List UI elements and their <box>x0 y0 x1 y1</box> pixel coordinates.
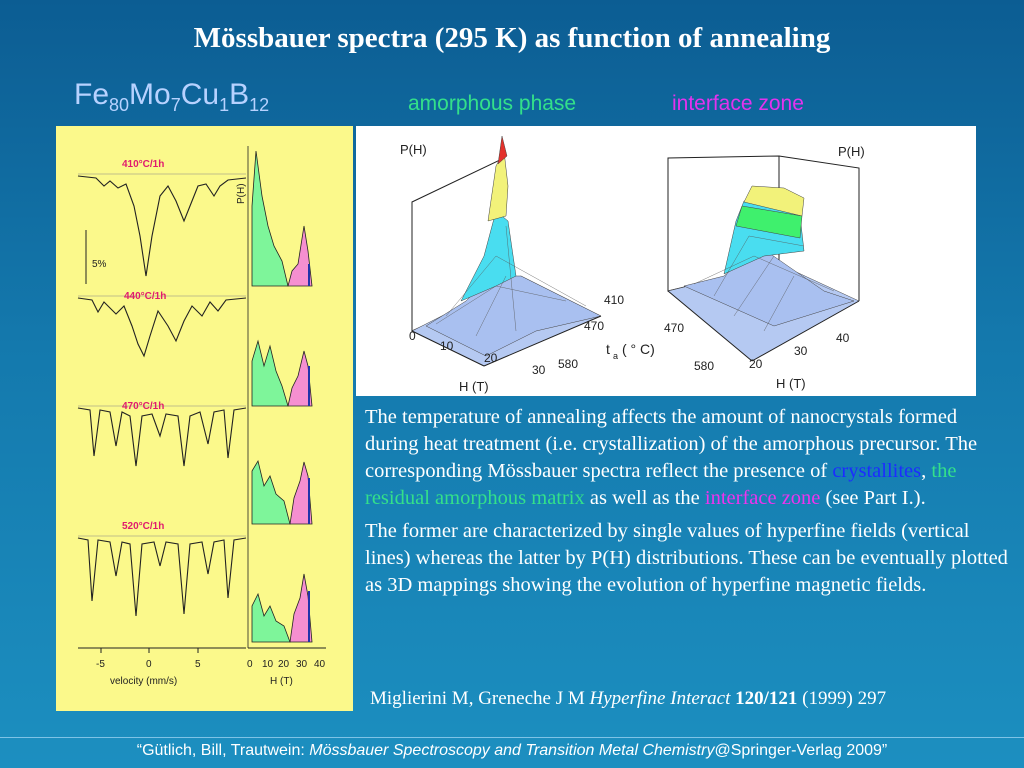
ph-distribution-440 <box>251 339 313 407</box>
h-tick-30: 30 <box>794 344 808 358</box>
slide-title: Mössbauer spectra (295 K) as function of… <box>193 22 831 54</box>
velocity-tick-5: 5 <box>195 659 201 670</box>
footer-divider <box>0 737 1024 738</box>
spectra-figure: 5% 410°C/1h 440°C/1h 470°C/1h 520°C/1h -… <box>77 146 326 687</box>
spectrum-410 <box>77 175 247 277</box>
h-tick-20: 20 <box>278 659 290 670</box>
amorphous-surface-peak <box>487 150 509 222</box>
reference: Miglierini M, Greneche J M Hyperfine Int… <box>370 688 887 709</box>
velocity-tick-m5: -5 <box>96 659 105 670</box>
spectra-panel: 5% 410°C/1h 440°C/1h 470°C/1h 520°C/1h -… <box>56 126 353 711</box>
svg-text:a: a <box>613 351 618 361</box>
body-text: The temperature of annealing affects the… <box>365 404 1013 605</box>
body-paragraph-1: The temperature of annealing affects the… <box>365 406 978 509</box>
h-axis-label: H (T) <box>776 376 806 391</box>
h-tick-20: 20 <box>749 357 763 371</box>
amorphous-phase-label: amorphous phase <box>408 92 577 115</box>
h-tick-30: 30 <box>296 659 308 670</box>
svg-text:( ° C): ( ° C) <box>622 341 655 357</box>
velocity-axis-label: velocity (mm/s) <box>110 676 177 687</box>
body-paragraph-2: The former are characterized by single v… <box>365 520 1008 596</box>
alloy-formula: Fe80Mo7Cu1B12 <box>74 78 270 115</box>
interface-zone-label: interface zone <box>672 92 804 115</box>
h-tick-40: 40 <box>314 659 326 670</box>
ta-tick-580: 580 <box>694 359 714 373</box>
interface-zone-highlight: interface zone <box>704 487 821 509</box>
spectrum-520 <box>77 537 247 617</box>
ta-tick-470: 470 <box>584 319 604 333</box>
residual-matrix-highlight: the residual amorphous matrix <box>365 460 957 509</box>
h-tick-0: 0 <box>409 329 416 343</box>
h-tick-0: 0 <box>247 659 253 670</box>
spectrum-label-440: 440°C/1h <box>124 291 166 302</box>
ta-tick-410: 410 <box>604 293 624 307</box>
z-axis-label: P(H) <box>838 144 865 159</box>
h-tick-40: 40 <box>836 331 850 345</box>
svg-text:t: t <box>606 341 610 357</box>
scale-bar-label: 5% <box>92 259 107 270</box>
crystallites-highlight: crystallites <box>832 460 922 482</box>
spectrum-440 <box>77 297 247 358</box>
spectra-curves <box>77 173 247 617</box>
spectrum-label-410: 410°C/1h <box>122 159 164 170</box>
velocity-tick-0: 0 <box>146 659 152 670</box>
h-tick-20: 20 <box>484 351 498 365</box>
amorphous-surface-top <box>497 135 508 165</box>
h-axis-label: H (T) <box>459 379 489 394</box>
ta-axis-label: t a ( ° C) <box>606 341 655 361</box>
ta-tick-580: 580 <box>558 357 578 371</box>
plot3d-interface-svg: P(H) 410 470 580 20 30 40 H (T) <box>642 144 865 391</box>
plot3d-amorphous-svg: P(H) 0 10 20 30 H (T) 410 470 580 t a ( … <box>400 135 655 394</box>
ph-axis-label: P(H) <box>236 183 247 204</box>
footer-citation: “Gütlich, Bill, Trautwein: Mössbauer Spe… <box>136 742 888 759</box>
plot3d-amorphous: P(H) 0 10 20 30 H (T) 410 470 580 t a ( … <box>356 126 668 396</box>
ph-distribution-470 <box>251 459 313 525</box>
ph-distribution-520 <box>251 573 313 643</box>
h-axis-label: H (T) <box>270 676 293 687</box>
spectrum-label-520: 520°C/1h <box>122 521 164 532</box>
ta-tick-470: 470 <box>664 321 684 335</box>
plot3d-interface: P(H) 410 470 580 20 30 40 H (T) <box>642 126 976 396</box>
h-tick-30: 30 <box>532 363 546 377</box>
interface-surface-top <box>743 185 805 217</box>
z-axis-label: P(H) <box>400 142 427 157</box>
h-tick-10: 10 <box>262 659 274 670</box>
interface-surface-lower <box>683 245 855 327</box>
spectrum-label-470: 470°C/1h <box>122 401 164 412</box>
spectrum-470 <box>77 407 247 467</box>
ph-distribution-410 <box>251 150 313 287</box>
h-tick-10: 10 <box>440 339 454 353</box>
